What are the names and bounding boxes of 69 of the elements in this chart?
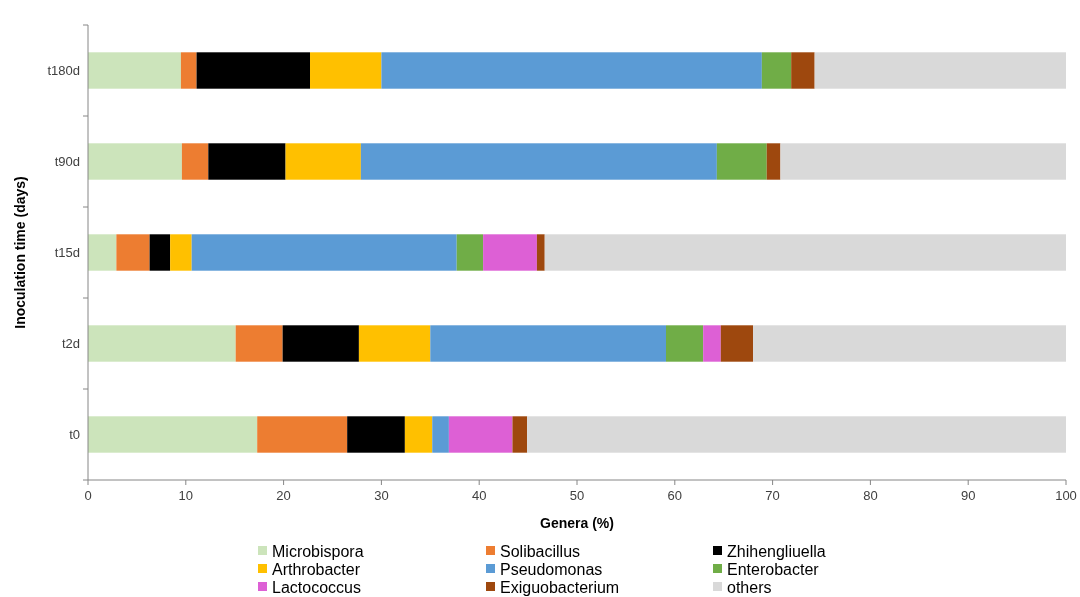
bar bbox=[761, 52, 792, 89]
bar bbox=[716, 143, 767, 180]
bar bbox=[766, 143, 781, 180]
y-tick-label: t180d bbox=[47, 63, 80, 79]
bar bbox=[780, 143, 1066, 180]
x-tick-label: 30 bbox=[374, 488, 389, 503]
bar bbox=[235, 325, 283, 362]
bar bbox=[347, 416, 405, 453]
bar bbox=[753, 325, 1066, 362]
bar bbox=[149, 234, 171, 271]
y-tick-label: t90d bbox=[54, 154, 80, 170]
x-tick-label: 10 bbox=[178, 488, 194, 503]
y-axis-title: Inoculation time (days) bbox=[12, 176, 28, 329]
bar bbox=[666, 325, 704, 362]
bar bbox=[404, 416, 433, 453]
bar bbox=[512, 416, 528, 453]
x-tick-label: 80 bbox=[863, 488, 878, 503]
legend-label: Microbispora bbox=[272, 542, 364, 560]
bar bbox=[381, 52, 762, 89]
bar bbox=[448, 416, 513, 453]
x-axis-title: Genera (%) bbox=[540, 515, 614, 531]
bar bbox=[703, 325, 721, 362]
x-tick-label: 60 bbox=[667, 488, 683, 503]
bar bbox=[310, 52, 382, 89]
legend-label: others bbox=[727, 578, 772, 596]
bar bbox=[181, 143, 209, 180]
bar bbox=[791, 52, 815, 89]
bar bbox=[814, 52, 1066, 89]
bar bbox=[170, 234, 192, 271]
bar bbox=[285, 143, 361, 180]
y-tick-label: t2d bbox=[61, 336, 80, 352]
bar bbox=[180, 52, 197, 89]
bar bbox=[88, 325, 236, 362]
y-tick-label: t15d bbox=[54, 245, 80, 261]
x-tick-label: 0 bbox=[84, 488, 92, 503]
x-tick-label: 70 bbox=[765, 488, 780, 503]
bar bbox=[88, 234, 117, 271]
y-tick-label: t0 bbox=[69, 427, 80, 443]
bar bbox=[196, 52, 311, 89]
legend-label: Zhihengliuella bbox=[727, 542, 826, 560]
legend-label: Solibacillus bbox=[500, 542, 581, 560]
bar bbox=[432, 416, 449, 453]
bar bbox=[282, 325, 359, 362]
bar bbox=[430, 325, 666, 362]
x-tick-label: 40 bbox=[471, 488, 487, 503]
x-tick-label: 20 bbox=[276, 488, 291, 503]
legend-label: Enterobacter bbox=[727, 560, 820, 578]
x-tick-label: 50 bbox=[569, 488, 585, 503]
bar bbox=[88, 143, 182, 180]
legend-label: Lactococcus bbox=[272, 578, 361, 596]
legend-label: Arthrobacter bbox=[272, 560, 361, 578]
bar bbox=[456, 234, 484, 271]
bar bbox=[208, 143, 286, 180]
bar bbox=[527, 416, 1066, 453]
bar bbox=[360, 143, 717, 180]
bar bbox=[191, 234, 457, 271]
x-tick-label: 100 bbox=[1055, 488, 1077, 503]
x-tick-label: 90 bbox=[960, 488, 976, 503]
bar bbox=[116, 234, 150, 271]
bar bbox=[358, 325, 431, 362]
bar bbox=[536, 234, 545, 271]
bar bbox=[720, 325, 754, 362]
bar bbox=[483, 234, 537, 271]
bar bbox=[257, 416, 348, 453]
bar bbox=[88, 52, 181, 89]
bar bbox=[544, 234, 1066, 271]
legend-label: Exiguobacterium bbox=[500, 578, 620, 596]
bar bbox=[88, 416, 258, 453]
legend-label: Pseudomonas bbox=[500, 560, 603, 578]
